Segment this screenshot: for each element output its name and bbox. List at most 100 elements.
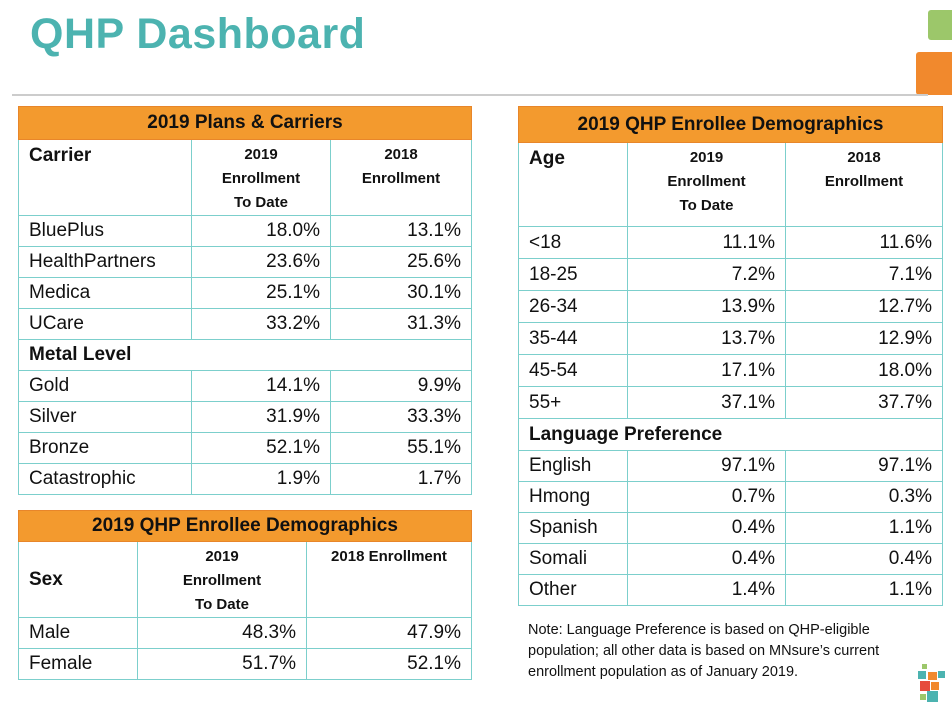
table-row: Other 1.4% 1.1% <box>518 574 943 606</box>
cell-value: 13.9% <box>627 290 786 323</box>
row-label: English <box>518 450 628 482</box>
table-heading: 2019 Plans & Carriers <box>18 106 472 140</box>
cell-value: 97.1% <box>785 450 943 482</box>
footnote: Note: Language Preference is based on QH… <box>528 622 880 680</box>
cell-value: 1.7% <box>330 463 472 495</box>
row-label: Catastrophic <box>18 463 192 495</box>
cell-value: 12.7% <box>785 290 943 323</box>
cell-value: 37.7% <box>785 386 943 419</box>
table-row: 26-34 13.9% 12.7% <box>518 290 943 323</box>
table-row: 18-25 7.2% 7.1% <box>518 258 943 291</box>
cell-value: 97.1% <box>627 450 786 482</box>
row-label: Hmong <box>518 481 628 513</box>
column-header: 2018 Enrollment <box>330 139 472 216</box>
cell-value: 13.1% <box>330 215 472 247</box>
column-header: 2018 Enrollment <box>306 541 472 618</box>
row-label: UCare <box>18 308 192 340</box>
row-label: Female <box>18 648 138 680</box>
decorative-green-block <box>928 10 952 40</box>
table-row: 45-54 17.1% 18.0% <box>518 354 943 387</box>
cell-value: 14.1% <box>191 370 331 402</box>
sex-demographics-table: 2019 QHP Enrollee Demographics Sex 2019 E… <box>18 510 472 680</box>
cell-value: 0.4% <box>627 512 786 544</box>
column-header: 2019 Enrollment To Date <box>627 142 786 227</box>
table-row: Medica 25.1% 30.1% <box>18 277 472 309</box>
cell-value: 0.4% <box>627 543 786 575</box>
table-heading: 2019 QHP Enrollee Demographics <box>18 510 472 542</box>
cell-value: 1.1% <box>785 512 943 544</box>
cell-value: 1.4% <box>627 574 786 606</box>
table-row: Bronze 52.1% 55.1% <box>18 432 472 464</box>
cell-value: 7.1% <box>785 258 943 291</box>
column-header: 2019 Enrollment To Date <box>191 139 331 216</box>
row-label: <18 <box>518 226 628 259</box>
cell-value: 1.1% <box>785 574 943 606</box>
section-heading: Metal Level <box>18 339 472 371</box>
row-label: Medica <box>18 277 192 309</box>
row-label: 18-25 <box>518 258 628 291</box>
cell-value: 1.9% <box>191 463 331 495</box>
row-label: Silver <box>18 401 192 433</box>
column-header: 2019 Enrollment To Date <box>137 541 307 618</box>
plans-carriers-table: 2019 Plans & Carriers Carrier 2019 Enroll… <box>18 106 472 495</box>
cell-value: 33.2% <box>191 308 331 340</box>
cell-value: 31.3% <box>330 308 472 340</box>
table-row: UCare 33.2% 31.3% <box>18 308 472 340</box>
row-label: Bronze <box>18 432 192 464</box>
cell-value: 18.0% <box>785 354 943 387</box>
cell-value: 52.1% <box>306 648 472 680</box>
table-row: 35-44 13.7% 12.9% <box>518 322 943 355</box>
table-row: Somali 0.4% 0.4% <box>518 543 943 575</box>
cell-value: 48.3% <box>137 617 307 649</box>
row-label: HealthPartners <box>18 246 192 278</box>
section-heading: Language Preference <box>518 418 943 451</box>
row-label: 35-44 <box>518 322 628 355</box>
divider <box>12 94 928 96</box>
row-label: 26-34 <box>518 290 628 323</box>
table-row: Spanish 0.4% 1.1% <box>518 512 943 544</box>
page-title: QHP Dashboard <box>30 10 366 58</box>
column-header: Carrier <box>18 139 192 216</box>
cell-value: 0.3% <box>785 481 943 513</box>
table-row: Hmong 0.7% 0.3% <box>518 481 943 513</box>
enrollee-demographics-table: 2019 QHP Enrollee Demographics Age 2019 E… <box>518 106 943 606</box>
cell-value: 52.1% <box>191 432 331 464</box>
table-row: BluePlus 18.0% 13.1% <box>18 215 472 247</box>
column-header: Age <box>518 142 628 227</box>
cell-value: 37.1% <box>627 386 786 419</box>
table-row: HealthPartners 23.6% 25.6% <box>18 246 472 278</box>
cell-value: 25.1% <box>191 277 331 309</box>
row-label: 55+ <box>518 386 628 419</box>
table-row: <18 11.1% 11.6% <box>518 226 943 259</box>
cell-value: 12.9% <box>785 322 943 355</box>
cell-value: 55.1% <box>330 432 472 464</box>
cell-value: 30.1% <box>330 277 472 309</box>
table-row: Female 51.7% 52.1% <box>18 648 472 680</box>
table-row: Gold 14.1% 9.9% <box>18 370 472 402</box>
cell-value: 33.3% <box>330 401 472 433</box>
table-row: English 97.1% 97.1% <box>518 450 943 482</box>
cell-value: 17.1% <box>627 354 786 387</box>
cell-value: 7.2% <box>627 258 786 291</box>
cell-value: 9.9% <box>330 370 472 402</box>
cell-value: 47.9% <box>306 617 472 649</box>
cell-value: 0.4% <box>785 543 943 575</box>
cell-value: 0.7% <box>627 481 786 513</box>
cell-value: 25.6% <box>330 246 472 278</box>
cell-value: 11.1% <box>627 226 786 259</box>
table-heading: 2019 QHP Enrollee Demographics <box>518 106 943 143</box>
cell-value: 13.7% <box>627 322 786 355</box>
cell-value: 51.7% <box>137 648 307 680</box>
table-row: Silver 31.9% 33.3% <box>18 401 472 433</box>
cell-value: 18.0% <box>191 215 331 247</box>
row-label: Somali <box>518 543 628 575</box>
column-header: Sex <box>18 541 138 618</box>
row-label: Gold <box>18 370 192 402</box>
row-label: Male <box>18 617 138 649</box>
cell-value: 11.6% <box>785 226 943 259</box>
table-row: Catastrophic 1.9% 1.7% <box>18 463 472 495</box>
table-row: Male 48.3% 47.9% <box>18 617 472 649</box>
cell-value: 31.9% <box>191 401 331 433</box>
row-label: Spanish <box>518 512 628 544</box>
table-row: 55+ 37.1% 37.7% <box>518 386 943 419</box>
